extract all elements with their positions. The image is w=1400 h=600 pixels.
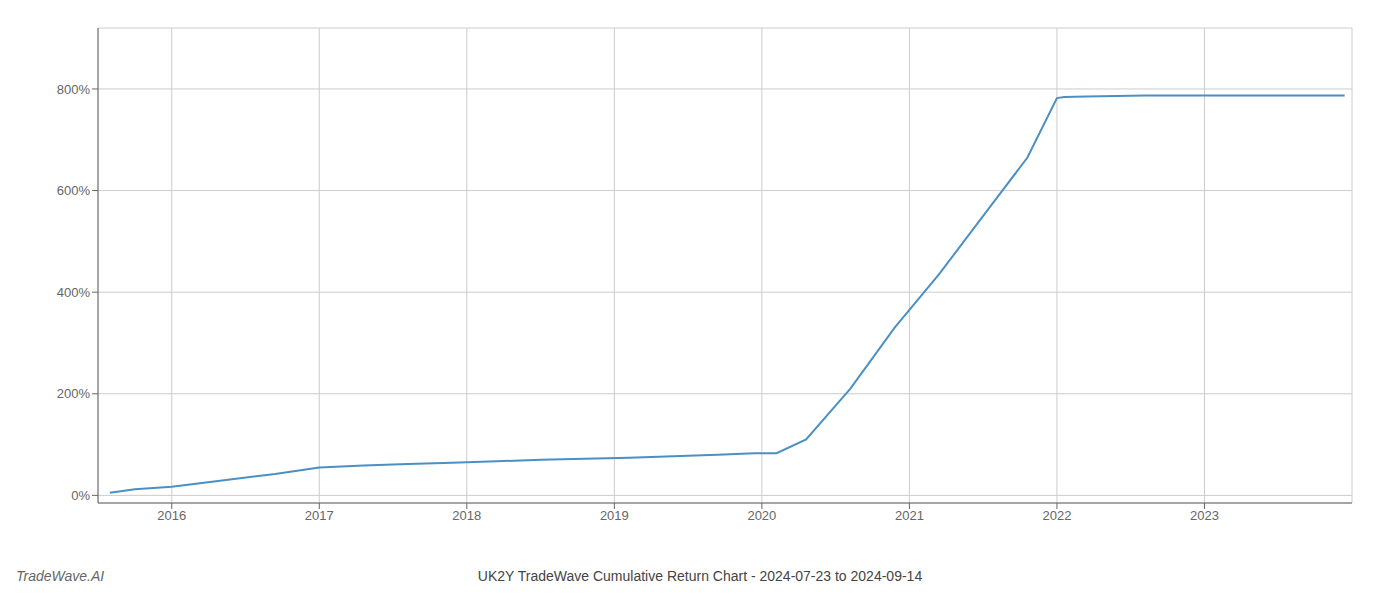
html-text:TradeWave.AI: TradeWave.AI [16, 568, 105, 584]
svg-text:2016: 2016 [157, 508, 186, 523]
svg-text:2022: 2022 [1042, 508, 1071, 523]
svg-text:2017: 2017 [305, 508, 334, 523]
svg-text:0%: 0% [71, 488, 90, 503]
svg-text:2019: 2019 [600, 508, 629, 523]
svg-text:400%: 400% [57, 285, 91, 300]
svg-text:2023: 2023 [1190, 508, 1219, 523]
svg-text:600%: 600% [57, 183, 91, 198]
svg-text:2021: 2021 [895, 508, 924, 523]
html-text:UK2Y TradeWave Cumulative Retu: UK2Y TradeWave Cumulative Return Chart -… [477, 568, 923, 584]
svg-text:200%: 200% [57, 386, 91, 401]
svg-text:2018: 2018 [452, 508, 481, 523]
svg-text:800%: 800% [57, 82, 91, 97]
svg-text:2020: 2020 [747, 508, 776, 523]
